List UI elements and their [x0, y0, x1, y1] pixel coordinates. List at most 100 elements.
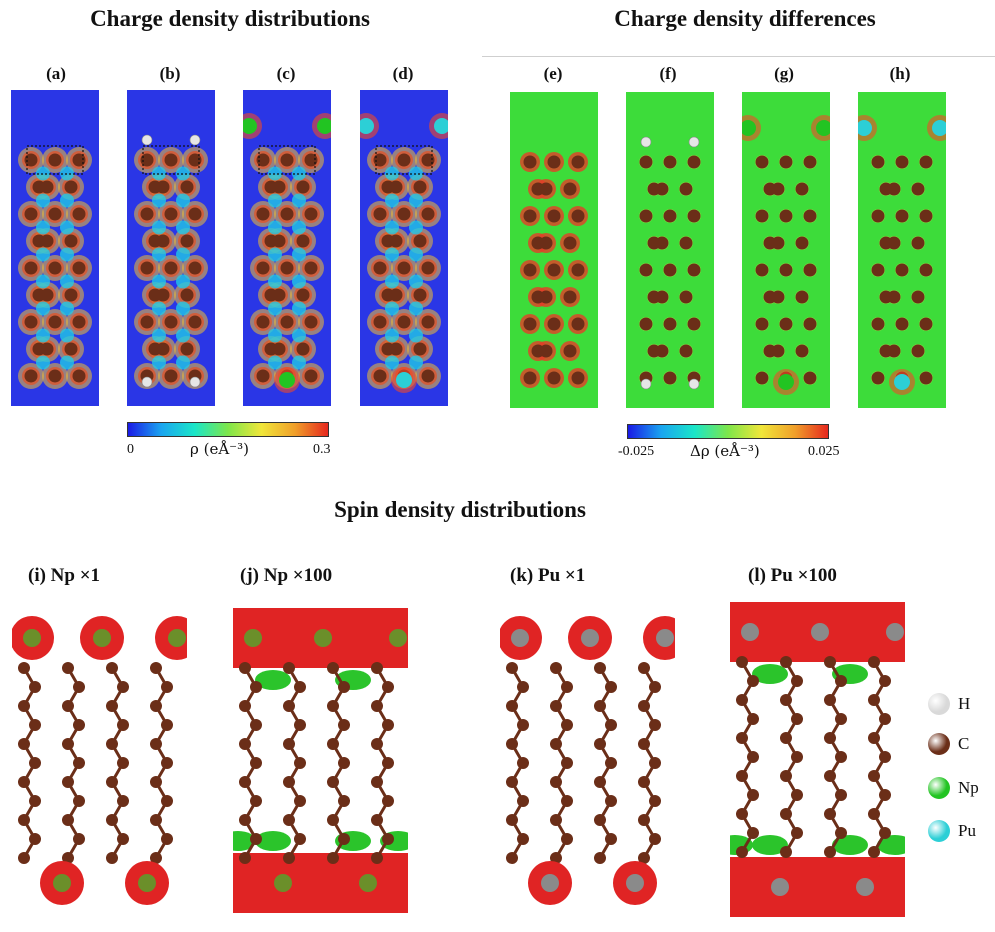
carbon-atom	[736, 770, 748, 782]
carbon-atom	[188, 207, 202, 221]
carbon-atom	[73, 681, 85, 693]
ring-hole	[36, 247, 50, 262]
carbon-atom	[803, 371, 817, 385]
carbon-atom	[638, 738, 650, 750]
carbon-atom	[256, 207, 270, 221]
carbon-atom	[780, 732, 792, 744]
carbon-atom	[655, 236, 669, 250]
carbon-atom	[250, 757, 262, 769]
carbon-atom	[371, 852, 383, 864]
carbon-atom	[250, 833, 262, 845]
carbon-atom	[106, 852, 118, 864]
ring-hole	[152, 274, 166, 289]
carbon-atom	[523, 317, 537, 331]
carbon-atom	[561, 757, 573, 769]
panel-label-d: (d)	[392, 64, 414, 83]
carbon-atom	[795, 290, 809, 304]
carbon-atom	[539, 290, 553, 304]
carbon-atom	[795, 182, 809, 196]
carbon-atom	[283, 776, 295, 788]
ring-hole	[409, 220, 423, 235]
carbon-atom	[771, 182, 785, 196]
neptunium-atom	[778, 374, 794, 390]
carbon-atom	[40, 288, 54, 302]
carbon-atom	[338, 833, 350, 845]
colorbar-drho-label: Δρ (eÅ⁻³)	[690, 442, 760, 460]
carbon-atom	[639, 263, 653, 277]
carbon-atom	[371, 662, 383, 674]
neptunium-atom	[53, 874, 71, 892]
panel-label-f: (f)	[659, 64, 677, 83]
carbon-atom	[561, 795, 573, 807]
carbon-atom	[256, 261, 270, 275]
hydrogen-atom-icon	[928, 693, 950, 715]
carbon-atom	[304, 261, 318, 275]
panel-i	[12, 616, 187, 905]
carbon-atom	[161, 833, 173, 845]
carbon-atom	[280, 153, 294, 167]
carbon-atom	[887, 182, 901, 196]
carbon-atom	[868, 770, 880, 782]
neptunium-atom	[389, 629, 407, 647]
plutonium-atom	[858, 120, 872, 136]
carbon-atom	[791, 713, 803, 725]
carbon-atom	[106, 662, 118, 674]
carbon-atom	[779, 209, 793, 223]
carbon-atom	[373, 315, 387, 329]
carbon-atom	[563, 236, 577, 250]
carbon-atom	[879, 789, 891, 801]
carbon-atom	[413, 288, 427, 302]
carbon-atom	[29, 795, 41, 807]
carbon-atom	[161, 757, 173, 769]
neptunium-atom	[279, 372, 295, 388]
carbon-atom	[29, 719, 41, 731]
legend-pu: Pu	[928, 820, 976, 842]
carbon-atom	[283, 662, 295, 674]
carbon-atom	[506, 852, 518, 864]
ring-hole	[292, 193, 306, 208]
carbon-atom	[663, 263, 677, 277]
carbon-atom	[382, 795, 394, 807]
ring-hole	[152, 220, 166, 235]
carbon-atom	[117, 757, 129, 769]
carbon-atom	[18, 852, 30, 864]
carbon-atom	[421, 153, 435, 167]
panel-background	[742, 92, 830, 408]
carbon-atom	[72, 369, 86, 383]
legend-pu-label: Pu	[958, 821, 976, 840]
hydrogen-atom	[688, 136, 700, 148]
carbon-atom	[161, 719, 173, 731]
carbon-atom	[250, 719, 262, 731]
panel-h	[858, 92, 946, 408]
carbon-atom	[48, 207, 62, 221]
carbon-atom	[140, 315, 154, 329]
carbon-atom	[250, 681, 262, 693]
ring-hole	[176, 274, 190, 289]
carbon-atom	[373, 153, 387, 167]
carbon-atom	[373, 207, 387, 221]
carbon-atom	[835, 713, 847, 725]
carbon-atom	[911, 236, 925, 250]
carbon-atom	[547, 263, 561, 277]
carbon-atom	[835, 827, 847, 839]
panel-label-c: (c)	[276, 64, 296, 83]
carbon-atom	[421, 207, 435, 221]
divider-line	[482, 56, 995, 57]
carbon-atom	[747, 827, 759, 839]
panel-label-i: (i) Np ×1	[28, 565, 101, 586]
carbon-atom	[413, 234, 427, 248]
carbon-atom	[327, 776, 339, 788]
carbon-atom	[887, 290, 901, 304]
ring-hole	[176, 247, 190, 262]
carbon-atom	[180, 234, 194, 248]
hydrogen-atom	[640, 136, 652, 148]
ring-hole	[268, 274, 282, 289]
carbon-atom	[64, 180, 78, 194]
carbon-atom	[256, 153, 270, 167]
carbon-atom	[140, 261, 154, 275]
carbon-atom	[48, 369, 62, 383]
carbon-atom	[327, 700, 339, 712]
dashed-selection-box	[26, 145, 84, 175]
carbon-atom	[523, 155, 537, 169]
carbon-atom	[679, 290, 693, 304]
